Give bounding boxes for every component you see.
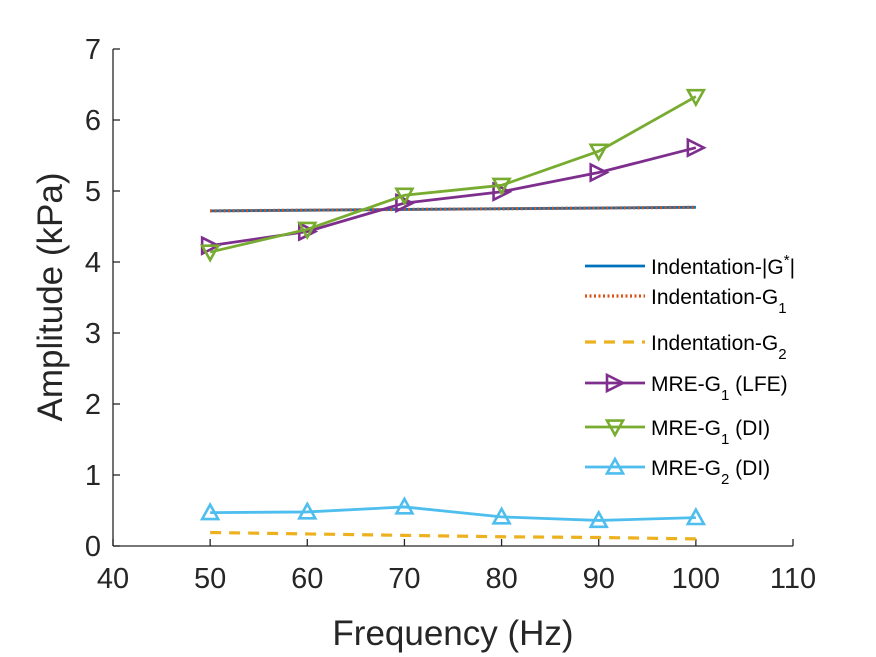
data-point-marker xyxy=(588,143,609,162)
legend-item: Indentation-|G*| xyxy=(585,252,795,279)
series-line xyxy=(210,505,696,522)
y-tick-label: 3 xyxy=(85,318,101,350)
legend-label: Indentation-G1 xyxy=(651,286,787,317)
legend-marker xyxy=(605,372,626,394)
y-tick-label: 6 xyxy=(85,105,101,137)
y-tick-label: 0 xyxy=(85,531,101,563)
y-tick-label: 7 xyxy=(85,34,101,66)
data-point-marker xyxy=(199,244,221,263)
series-line xyxy=(209,146,697,248)
legend: Indentation-|G*| Indentation-G1 Indentatio… xyxy=(585,252,795,488)
legend-item: MRE-G1 (DI) xyxy=(585,417,770,448)
y-tick-label: 2 xyxy=(85,389,101,421)
x-tick-label: 50 xyxy=(194,563,226,595)
series-line xyxy=(209,95,697,254)
y-axis-label: Amplitude (kPa) xyxy=(31,173,70,422)
x-tick-label: 110 xyxy=(770,563,816,595)
data-point-marker xyxy=(491,506,512,525)
legend-item: MRE-G1 (LFE) xyxy=(585,372,788,404)
series-line xyxy=(210,205,696,213)
legend-label: Indentation-G2 xyxy=(651,332,787,363)
data-point-marker xyxy=(491,177,512,196)
x-tick-label: 90 xyxy=(583,563,615,595)
legend-marker xyxy=(604,456,626,475)
legend-item: Indentation-G2 xyxy=(585,332,787,363)
data-point-marker xyxy=(297,221,318,241)
series-5 xyxy=(199,496,707,529)
x-tick-label: 60 xyxy=(291,563,323,595)
data-point-marker xyxy=(394,496,415,515)
x-tick-label: 70 xyxy=(388,563,420,595)
series-0 xyxy=(210,205,696,213)
data-point-marker xyxy=(588,509,609,529)
axes: 40 50 60 70 80 90 100 110 0 1 2 3 4 5 6 7 xyxy=(85,34,816,595)
legend-marker xyxy=(604,419,626,438)
legend-item: MRE-G2 (DI) xyxy=(585,456,770,488)
x-tick-label: 40 xyxy=(97,563,129,595)
data-point-marker xyxy=(589,162,610,183)
data-point-marker xyxy=(395,192,416,214)
x-tick-label: 100 xyxy=(672,563,720,595)
series-line xyxy=(210,530,696,541)
x-tick-label: 80 xyxy=(485,563,517,595)
data-point-marker xyxy=(199,501,221,521)
legend-label: MRE-G1 (DI) xyxy=(651,417,770,448)
data-point-marker xyxy=(685,88,707,108)
legend-label: MRE-G2 (DI) xyxy=(651,457,770,488)
data-point-marker xyxy=(685,506,707,526)
series-4 xyxy=(199,88,707,263)
series-2 xyxy=(210,530,696,541)
y-tick-label: 5 xyxy=(85,176,101,208)
x-axis-label: Frequency (Hz) xyxy=(332,614,573,653)
legend-item: Indentation-G1 xyxy=(585,286,787,317)
y-tick-label: 4 xyxy=(85,247,101,279)
y-tick-label: 1 xyxy=(85,460,101,492)
data-point-marker xyxy=(686,137,707,158)
legend-label: Indentation-|G*| xyxy=(651,252,795,279)
legend-label: MRE-G1 (LFE) xyxy=(651,373,788,404)
plot-area xyxy=(199,88,707,541)
data-point-marker xyxy=(394,187,415,206)
data-point-marker xyxy=(297,501,318,520)
